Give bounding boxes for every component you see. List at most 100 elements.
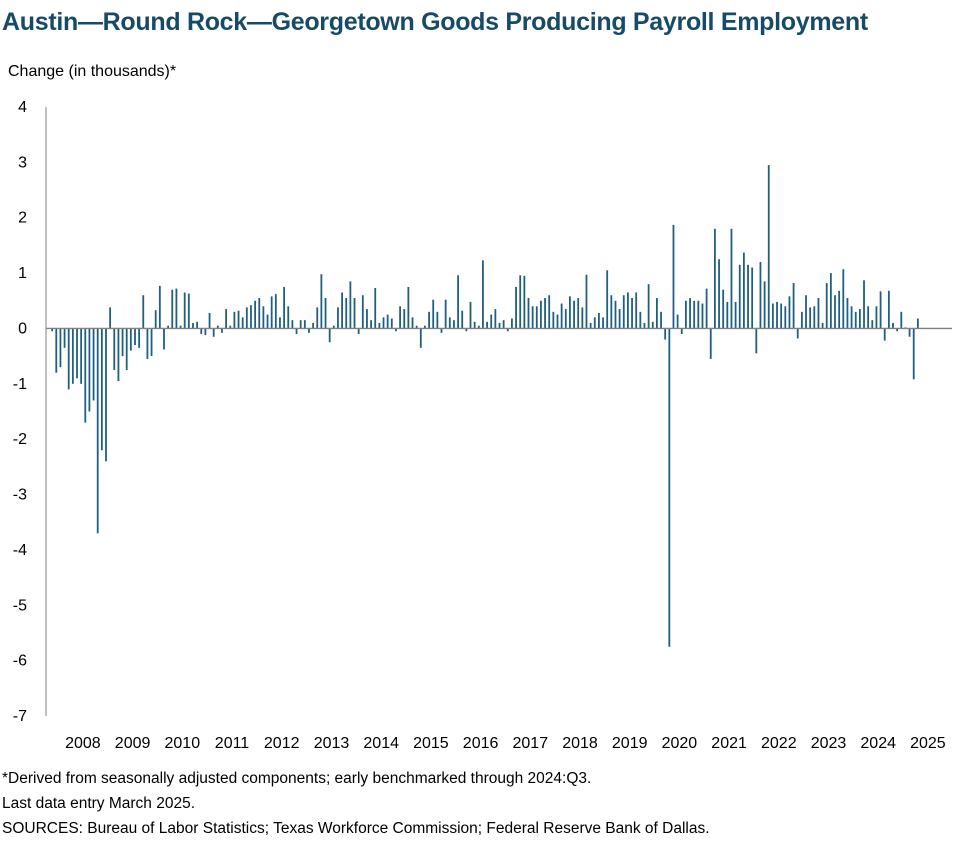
bar [916,318,919,329]
x-tick-label: 2009 [115,735,151,752]
bar [212,328,215,337]
bar [713,228,716,329]
bar [651,321,654,329]
bar [829,273,832,329]
bar [548,295,551,329]
bar [386,314,389,329]
bar [842,269,845,329]
bar [121,328,124,357]
x-tick-labels: 2008 2009 2010 2011 2012 2013 2014 2015 2016 2017… [65,735,946,752]
bar [879,291,882,329]
bar [908,328,911,337]
x-tick-label: 2023 [811,735,847,752]
bar [552,311,555,329]
bar [403,309,406,329]
bar [76,328,78,379]
bar [453,320,455,329]
bar [96,328,99,534]
bar [332,325,335,329]
bar [424,325,426,329]
bar [55,328,58,373]
bar [258,298,261,329]
bar [299,320,302,329]
bar [395,328,397,332]
bar [187,293,190,329]
bar [718,259,720,329]
y-tick-label: 2 [18,210,27,227]
bar [432,299,435,329]
bar [200,328,203,334]
bar [705,288,708,329]
x-tick-label: 2013 [314,735,350,752]
bar [407,286,410,329]
bar [308,328,310,333]
bar [440,328,443,333]
bar [854,311,857,329]
bar [643,322,646,329]
y-tick-label: -1 [13,376,27,393]
bar [167,325,170,329]
bar [279,317,281,329]
y-tick-label: 3 [18,154,27,171]
bar [204,328,207,336]
bar [171,289,174,329]
bar [668,328,671,647]
bar [457,275,459,329]
bar [519,275,522,329]
bar [320,274,323,329]
bar [59,328,62,368]
bar [685,300,687,329]
bar [763,281,766,329]
y-tick-label: -3 [13,487,27,504]
bar [349,281,352,329]
bar [635,292,638,329]
bar [63,328,66,348]
bar [560,303,563,329]
bar [436,311,439,329]
y-tick-label: -4 [13,542,27,559]
bar [573,300,575,329]
bar [556,314,559,329]
bar [676,314,679,329]
bar [627,292,629,329]
bar [109,307,112,329]
y-tick-label: 0 [18,320,27,337]
bar [84,328,87,423]
bar [742,252,745,329]
bar [192,322,194,329]
bar [825,283,828,329]
bar [887,290,890,329]
bar [618,309,621,329]
bar [809,307,812,329]
bar [581,307,584,329]
x-tick-label: 2011 [215,735,250,752]
bar [527,298,530,329]
bar [490,314,493,329]
bar [353,298,356,329]
bar [341,292,343,329]
bar [523,275,526,329]
bar [709,328,712,359]
bar [378,322,381,329]
bar [183,292,186,329]
bar [345,298,348,329]
bar [374,288,377,329]
bar [805,295,807,329]
bar [250,305,252,329]
bar [730,228,733,329]
bar [585,274,588,329]
bar [163,328,165,350]
y-tick-label: -7 [13,708,27,725]
bar [656,298,658,329]
footnote-derivation: *Derived from seasonally adjusted compon… [2,770,592,787]
bar [366,309,368,329]
bar [80,328,83,384]
bar [390,318,393,329]
bar [863,280,865,329]
bar [502,320,505,329]
bar [486,321,488,329]
bar [382,317,385,329]
bar [221,328,223,333]
y-tick-label: 4 [18,99,27,116]
bar [751,267,754,329]
